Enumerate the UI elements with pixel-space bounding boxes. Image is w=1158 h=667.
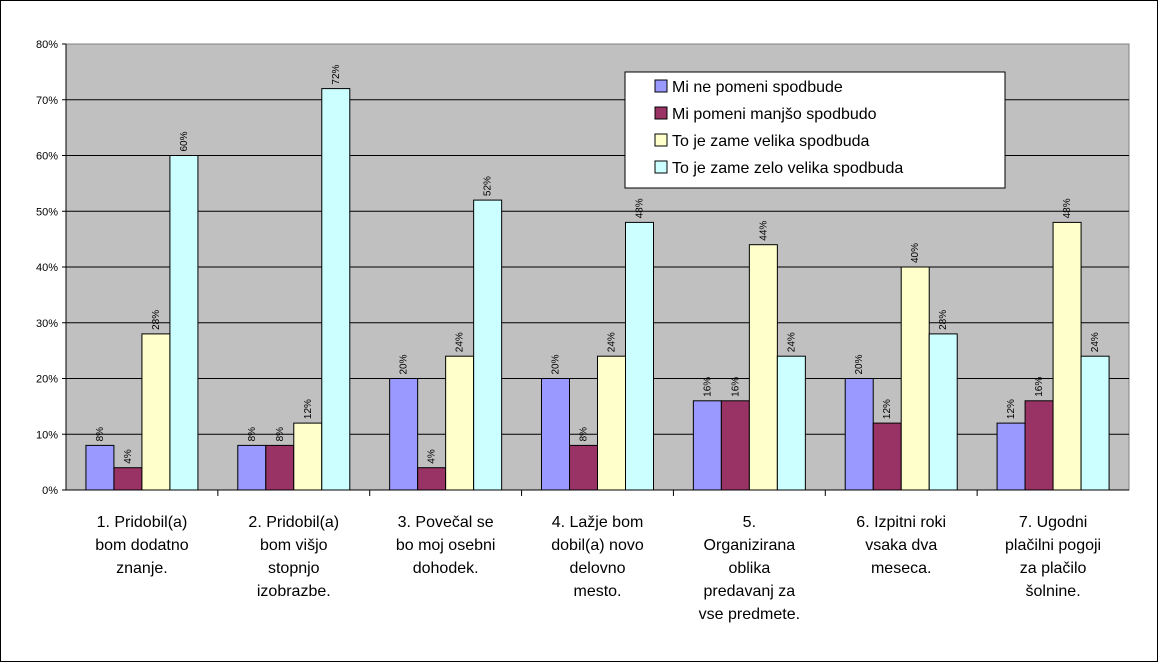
data-label: 48%	[1062, 198, 1073, 218]
data-label: 12%	[1006, 399, 1017, 419]
bar	[169, 155, 199, 491]
data-label: 4%	[427, 449, 438, 464]
data-label: 20%	[399, 354, 410, 374]
legend-swatch	[654, 106, 668, 120]
category-label: 1. Pridobil(a) bom dodatno znanje.	[95, 514, 189, 577]
y-tick-label: 50%	[36, 206, 58, 218]
y-tick-label: 40%	[36, 262, 58, 274]
bar	[844, 378, 874, 491]
y-tick-label: 20%	[36, 374, 58, 386]
data-label: 52%	[483, 176, 494, 196]
data-label: 16%	[1034, 377, 1045, 397]
category-label: 6. Izpitni roki vsaka dva meseca.	[856, 514, 946, 577]
bar	[1024, 400, 1054, 491]
x-axis: 1. Pridobil(a) bom dodatno znanje. 2. Prido…	[66, 489, 1129, 623]
category-label: 5. Organizirana oblika predavanj za vse pred…	[699, 514, 800, 623]
bar	[996, 422, 1026, 491]
legend-label: To je zame zelo velika spodbuda	[672, 160, 903, 177]
bar	[872, 422, 902, 491]
legend-label: Mi pomeni manjšo spodbudo	[672, 106, 877, 123]
bar	[1080, 355, 1110, 491]
data-label: 4%	[123, 449, 134, 464]
bar	[900, 266, 930, 491]
y-tick-label: 60%	[36, 151, 58, 163]
legend-box	[624, 71, 1006, 189]
bar	[928, 333, 958, 491]
data-label: 16%	[730, 377, 741, 397]
bar	[597, 355, 626, 491]
bar	[321, 88, 351, 491]
data-label: 8%	[275, 427, 286, 442]
y-tick-label: 30%	[36, 318, 58, 330]
category-label: 2. Pridobil(a) bom višjo stopnjo izobrazbe.	[248, 514, 339, 600]
bar	[389, 378, 419, 491]
data-label: 8%	[579, 427, 590, 442]
legend-label: To je zame velika spodbuda	[672, 133, 870, 150]
bar	[445, 355, 475, 491]
data-label: 8%	[247, 427, 258, 442]
data-label: 44%	[758, 221, 769, 241]
y-axis: 0% 10% 20% 30% 40% 50% 60% 70% 80%	[36, 39, 67, 497]
legend: Mi ne pomeni spodbude Mi pomeni manjšo sp…	[624, 71, 1006, 189]
legend-swatch	[654, 160, 668, 174]
data-label: 8%	[95, 427, 106, 442]
y-tick-label: 70%	[36, 95, 58, 107]
data-label: 16%	[702, 377, 713, 397]
bar	[417, 467, 447, 491]
bar	[113, 467, 143, 491]
bar	[720, 400, 750, 491]
data-label: 24%	[1090, 332, 1101, 352]
y-tick-label: 0%	[42, 485, 58, 497]
bar	[748, 244, 778, 491]
bar	[541, 378, 570, 491]
data-label: 12%	[882, 399, 893, 419]
legend-swatch	[654, 133, 668, 147]
data-label: 72%	[331, 64, 342, 84]
bar	[692, 400, 722, 491]
data-label: 60%	[179, 131, 190, 151]
bar	[293, 422, 323, 491]
data-label: 20%	[854, 354, 865, 374]
data-label: 40%	[910, 243, 921, 263]
bar	[569, 444, 598, 491]
bar	[85, 444, 115, 491]
bar	[141, 333, 171, 491]
data-label: 24%	[786, 332, 797, 352]
bars: 8% 4% 28% 60% 8% 8% 12% 72% 20% 4% 24% 52% 20% 8% 24% 4…	[85, 64, 1110, 491]
data-label: 48%	[635, 198, 646, 218]
data-label: 24%	[455, 332, 466, 352]
bar	[625, 221, 654, 491]
bar	[1052, 221, 1082, 491]
bar	[473, 199, 503, 491]
bar	[237, 444, 267, 491]
category-label: 7. Ugodni plačilni pogoji za plačilo šolnin…	[1005, 514, 1101, 600]
data-label: 28%	[151, 310, 162, 330]
data-label: 28%	[938, 310, 949, 330]
legend-swatch	[654, 79, 668, 93]
category-label: 3. Povečal se bo moj osebni dohodek.	[396, 514, 496, 577]
data-label: 12%	[303, 399, 314, 419]
y-tick-label: 80%	[36, 39, 58, 51]
data-label: 20%	[551, 354, 562, 374]
legend-label: Mi ne pomeni spodbude	[672, 79, 843, 96]
bar	[265, 444, 295, 491]
data-label: 24%	[607, 332, 618, 352]
y-tick-label: 10%	[36, 429, 58, 441]
category-label: 4. Lažje bom dobil(a) novo delovno mesto.	[551, 514, 644, 600]
bar	[776, 355, 806, 491]
